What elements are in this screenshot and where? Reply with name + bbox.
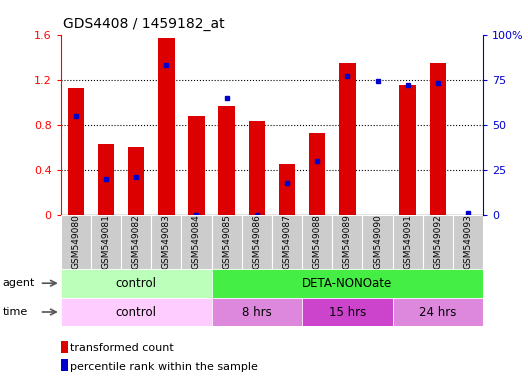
Text: control: control — [116, 306, 157, 318]
Bar — [188, 116, 205, 215]
Text: 24 hrs: 24 hrs — [419, 306, 457, 318]
Text: GSM549090: GSM549090 — [373, 215, 382, 269]
Bar — [182, 215, 212, 269]
Text: GSM549081: GSM549081 — [101, 215, 110, 269]
Bar — [332, 215, 362, 269]
Bar — [393, 215, 423, 269]
Bar — [61, 341, 68, 353]
Bar — [453, 215, 483, 269]
Text: GSM549082: GSM549082 — [131, 215, 140, 269]
Bar — [121, 215, 151, 269]
Text: GSM549083: GSM549083 — [162, 215, 171, 269]
Bar — [212, 215, 242, 269]
Text: DETA-NONOate: DETA-NONOate — [302, 277, 392, 290]
Bar — [219, 106, 235, 215]
Bar — [272, 215, 302, 269]
Text: agent: agent — [3, 278, 35, 288]
Text: GSM549080: GSM549080 — [71, 215, 80, 269]
Bar — [430, 63, 446, 215]
Bar — [212, 269, 483, 298]
Text: time: time — [3, 307, 28, 317]
Text: 8 hrs: 8 hrs — [242, 306, 272, 318]
Bar — [61, 298, 212, 326]
Bar — [98, 144, 114, 215]
Text: GSM549086: GSM549086 — [252, 215, 261, 269]
Bar — [302, 298, 393, 326]
Bar — [61, 359, 68, 371]
Text: GSM549088: GSM549088 — [313, 215, 322, 269]
Bar — [393, 298, 483, 326]
Bar — [302, 215, 332, 269]
Bar — [61, 215, 91, 269]
Bar — [309, 133, 325, 215]
Bar — [399, 85, 416, 215]
Bar — [91, 215, 121, 269]
Bar — [212, 298, 302, 326]
Text: 15 hrs: 15 hrs — [329, 306, 366, 318]
Text: control: control — [116, 277, 157, 290]
Text: GSM549085: GSM549085 — [222, 215, 231, 269]
Text: percentile rank within the sample: percentile rank within the sample — [70, 362, 258, 372]
Bar — [68, 88, 84, 215]
Bar — [158, 38, 175, 215]
Text: transformed count: transformed count — [70, 343, 174, 353]
Text: GSM549091: GSM549091 — [403, 215, 412, 269]
Bar — [279, 164, 295, 215]
Text: GSM549087: GSM549087 — [282, 215, 291, 269]
Bar — [339, 63, 356, 215]
Text: GSM549089: GSM549089 — [343, 215, 352, 269]
Bar — [128, 147, 145, 215]
Bar — [423, 215, 453, 269]
Text: GDS4408 / 1459182_at: GDS4408 / 1459182_at — [63, 17, 225, 31]
Bar — [249, 121, 265, 215]
Bar — [362, 215, 393, 269]
Bar — [151, 215, 182, 269]
Text: GSM549084: GSM549084 — [192, 215, 201, 269]
Text: GSM549092: GSM549092 — [433, 215, 442, 269]
Bar — [61, 269, 212, 298]
Bar — [242, 215, 272, 269]
Text: GSM549093: GSM549093 — [464, 215, 473, 269]
